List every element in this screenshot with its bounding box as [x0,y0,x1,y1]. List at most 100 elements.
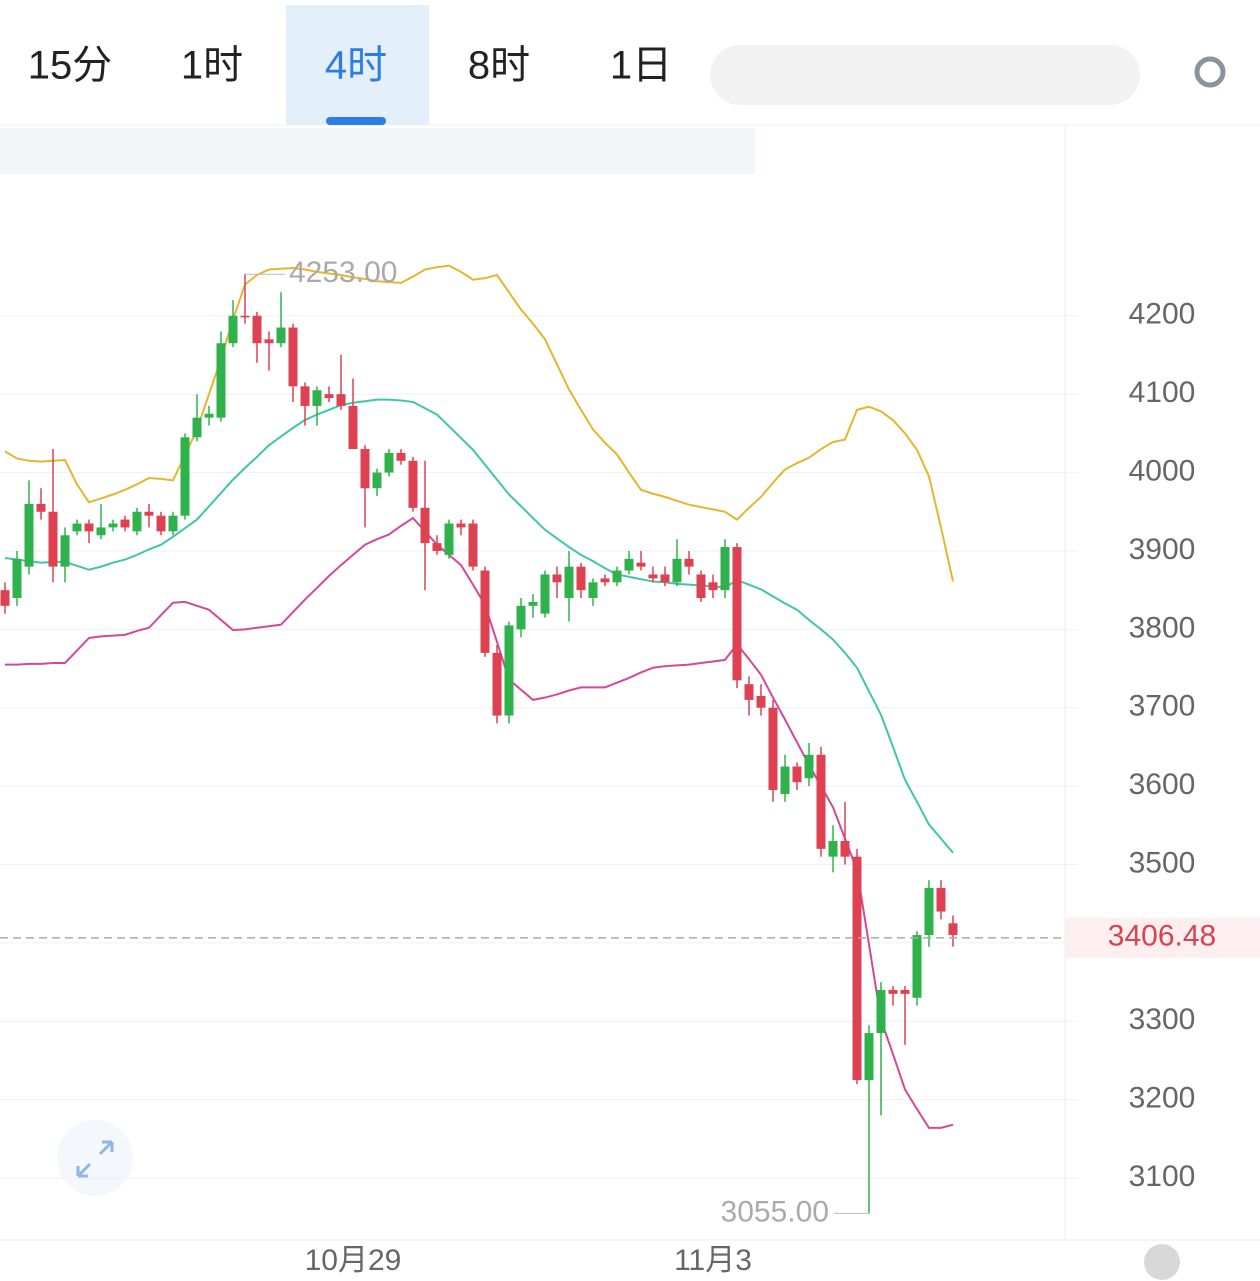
candle-body [396,452,406,461]
y-tick-label: 3800 [1129,611,1196,644]
settings-icon[interactable] [1194,56,1226,88]
candle-body [12,558,22,598]
last-price-bg [1065,917,1260,958]
y-tick-label: 3900 [1129,533,1196,566]
expand-button[interactable] [57,1120,133,1196]
candle-body [192,417,202,438]
candle-body [468,523,478,567]
tab[interactable]: 1日 [610,44,672,88]
candle-body [576,566,586,591]
candle-body [144,511,154,516]
band-line [4,264,954,582]
candle-body [564,566,574,598]
candle-body [228,315,238,344]
band-line [4,398,954,854]
candle-body [36,503,46,512]
last-price-label: 3406.48 [1108,920,1216,953]
candle-body [672,558,682,583]
candle-body [132,511,142,532]
candle-body [204,413,214,418]
candle-body [324,394,334,399]
tab[interactable]: 4时 [325,44,387,88]
candle-body [540,574,550,614]
candle-body [372,472,382,489]
candle-body [912,935,922,998]
candle-body [708,582,718,591]
candle-body [360,449,370,489]
candle-body [480,570,490,653]
candle-body [816,754,826,849]
indicator-strip [0,128,755,174]
candle-body [804,754,814,779]
candle-body [408,460,418,508]
candle-body [72,523,82,532]
candle-body [276,327,286,344]
y-tick-label: 3200 [1129,1082,1196,1115]
candle-body [864,1033,874,1081]
x-tick-label: 11月3 [674,1244,752,1277]
high-label: 4253.00 [289,256,397,289]
candle-body [432,543,442,551]
blurred-area [710,45,1140,105]
candle-body [552,574,562,583]
tab[interactable]: 8时 [468,44,530,88]
candle-body [900,989,910,994]
candle-body [0,590,10,606]
tab[interactable]: 1时 [181,44,243,88]
candle-body [492,652,502,716]
candle-body [756,695,766,708]
candle-body [648,574,658,579]
candle-body [744,684,754,700]
candle-body [336,394,346,406]
k-button[interactable] [1144,1244,1180,1280]
candle-body [588,582,598,598]
candle-body [768,707,778,791]
tab[interactable]: 15分 [28,44,113,88]
candle-body [420,507,430,544]
candle-body [696,574,706,598]
candle-body [624,558,634,571]
candle-body [384,452,394,473]
candle-body [732,547,742,681]
candle-body [288,327,298,387]
candle-body [444,523,454,555]
candle-body [216,343,226,418]
candle-body [684,558,694,567]
y-tick-label: 3600 [1129,768,1196,801]
candle-body [168,515,178,532]
candle-body [120,519,130,528]
candle-body [600,578,610,583]
y-tick-label: 4100 [1129,376,1196,409]
candle-body [516,605,526,630]
candle-body [888,989,898,994]
candle-body [456,523,466,528]
y-tick-label: 4200 [1129,298,1196,331]
candle-body [60,535,70,567]
candle-body [312,390,322,406]
candle-body [264,339,274,344]
candle-body [876,989,886,1034]
candle-body [660,574,670,583]
candle-body [780,766,790,794]
band-line [5,516,954,1129]
expand-icon [76,1140,114,1178]
candle-body [96,527,106,536]
candle-body [612,570,622,583]
candle-body [108,523,118,528]
candle-body [348,405,358,450]
candle-body [936,888,946,912]
candle-body [504,625,514,716]
candle-body [156,515,166,532]
y-tick-label: 3100 [1129,1160,1196,1193]
candle-body [252,315,262,344]
candle-body [84,523,94,532]
candle-body [792,766,802,783]
candle-body [948,923,958,936]
active-tab-bg [286,5,429,125]
candle-body [528,601,538,606]
candle-body [852,856,862,1081]
candle-body [828,840,838,857]
